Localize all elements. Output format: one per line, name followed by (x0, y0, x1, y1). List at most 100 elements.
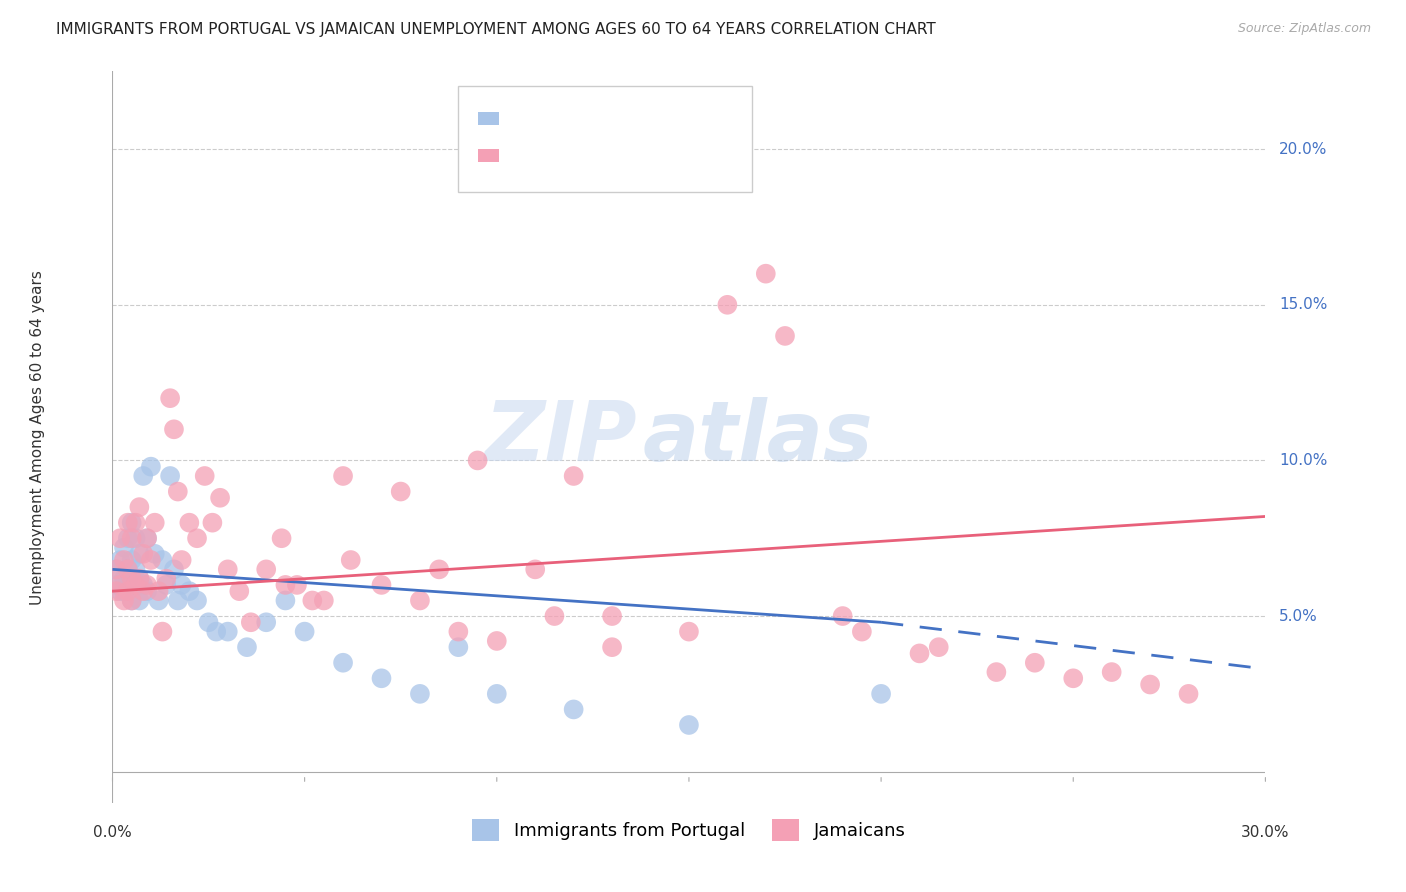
Point (274, 593, 297, 607)
Point (831, 609, 853, 624)
Point (117, 562, 139, 576)
Point (159, 469, 181, 483)
Point (678, 624, 700, 639)
Point (108, 553, 131, 567)
Point (124, 578, 146, 592)
Text: IMMIGRANTS FROM PORTUGAL VS JAMAICAN UNEMPLOYMENT AMONG AGES 60 TO 64 YEARS CORR: IMMIGRANTS FROM PORTUGAL VS JAMAICAN UNE… (56, 22, 936, 37)
Point (870, 687, 893, 701)
Point (186, 593, 208, 607)
Point (467, 453, 489, 467)
Point (562, 469, 585, 483)
Point (1101, 665, 1123, 679)
Point (121, 593, 143, 607)
Point (132, 547, 155, 561)
Point (128, 500, 150, 515)
Point (117, 516, 139, 530)
Point (108, 578, 131, 592)
Point (152, 624, 174, 639)
Point (228, 584, 250, 599)
Point (163, 422, 186, 436)
Point (370, 671, 392, 685)
Point (128, 572, 150, 586)
Point (121, 572, 143, 586)
Point (716, 298, 738, 312)
Point (312, 593, 335, 607)
Point (186, 531, 208, 545)
Point (485, 687, 508, 701)
Point (755, 267, 778, 281)
Point (197, 615, 219, 630)
Point (152, 553, 174, 567)
Point (1139, 677, 1161, 691)
Text: 0.162: 0.162 (554, 146, 612, 164)
Point (543, 609, 565, 624)
Point (124, 578, 146, 592)
Point (524, 562, 547, 576)
Point (117, 562, 139, 576)
Point (447, 640, 470, 655)
Point (339, 553, 361, 567)
Point (851, 624, 873, 639)
Point (128, 593, 150, 607)
Point (112, 541, 135, 555)
Point (112, 553, 135, 567)
Point (427, 562, 450, 576)
Point (986, 665, 1008, 679)
Point (128, 572, 150, 586)
Text: -0.189: -0.189 (548, 110, 613, 128)
Text: 15.0%: 15.0% (1279, 297, 1327, 312)
Point (117, 531, 139, 545)
Point (170, 553, 193, 567)
Point (773, 329, 796, 343)
Point (236, 640, 259, 655)
Point (136, 584, 159, 599)
Point (301, 593, 323, 607)
Point (163, 562, 186, 576)
Point (179, 516, 201, 530)
Point (205, 624, 228, 639)
Text: 5.0%: 5.0% (1279, 608, 1317, 624)
Point (132, 584, 155, 599)
Point (409, 593, 432, 607)
Point (136, 531, 159, 545)
Point (148, 593, 170, 607)
Point (678, 718, 700, 732)
Point (139, 459, 162, 474)
Point (132, 469, 155, 483)
Point (124, 531, 146, 545)
Text: Unemployment Among Ages 60 to 64 years: Unemployment Among Ages 60 to 64 years (30, 269, 45, 605)
Point (148, 584, 170, 599)
Point (217, 562, 239, 576)
Point (124, 516, 146, 530)
Point (112, 572, 135, 586)
Point (409, 687, 432, 701)
Point (159, 391, 181, 405)
Text: Source: ZipAtlas.com: Source: ZipAtlas.com (1237, 22, 1371, 36)
Point (166, 484, 188, 499)
Point (270, 531, 292, 545)
Point (166, 593, 188, 607)
Point (143, 516, 166, 530)
Point (447, 624, 470, 639)
Point (239, 615, 262, 630)
Point (1062, 671, 1084, 685)
Legend: Immigrants from Portugal, Jamaicans: Immigrants from Portugal, Jamaicans (465, 812, 912, 848)
Point (136, 531, 159, 545)
Point (105, 584, 128, 599)
Text: 30.0%: 30.0% (1241, 824, 1289, 839)
Point (1024, 656, 1046, 670)
Point (194, 469, 217, 483)
Text: 10.0%: 10.0% (1279, 453, 1327, 468)
Point (139, 553, 162, 567)
Text: R =: R = (510, 110, 550, 128)
Point (1177, 687, 1199, 701)
Point (285, 578, 308, 592)
Point (170, 578, 193, 592)
Point (132, 578, 155, 592)
FancyBboxPatch shape (458, 86, 752, 192)
Point (143, 547, 166, 561)
Text: atlas: atlas (643, 397, 873, 477)
Point (370, 578, 392, 592)
Point (485, 634, 508, 648)
Point (332, 469, 354, 483)
